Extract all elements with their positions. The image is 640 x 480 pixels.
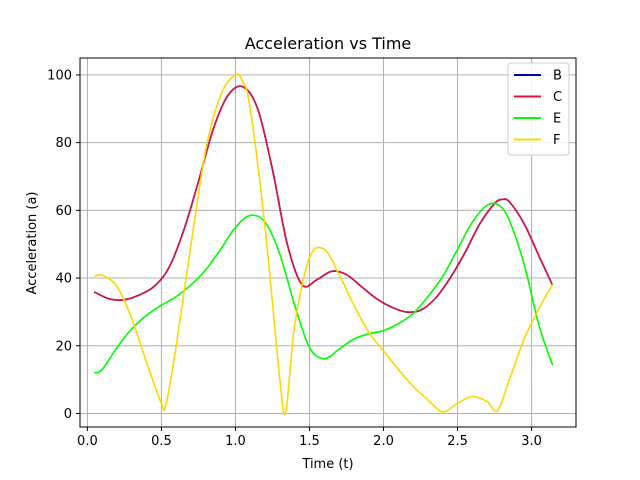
series-lines: [94, 73, 554, 416]
x-axis-label: Time (t): [301, 457, 353, 472]
series-line-f: [94, 73, 554, 416]
series-line-e: [94, 202, 554, 374]
y-axis-label: Acceleration (a): [25, 191, 40, 294]
series-line-c: [94, 85, 554, 314]
y-tick-label: 60: [55, 204, 72, 219]
x-axis-ticks: 0.0 0.5 1.0 1.5 2.0 2.5 3.0: [77, 427, 542, 449]
y-axis-ticks: 0 20 40 60 80 100: [47, 68, 80, 422]
legend-label-c: C: [553, 90, 562, 105]
x-tick-label: 0.0: [77, 434, 98, 449]
chart-title: Acceleration vs Time: [245, 34, 412, 53]
legend-label-e: E: [553, 112, 561, 127]
grid: [80, 58, 576, 427]
x-tick-label: 1.5: [299, 434, 320, 449]
x-tick-label: 2.5: [447, 434, 468, 449]
y-tick-label: 20: [55, 339, 72, 354]
legend-label-b: B: [553, 69, 562, 84]
y-tick-label: 100: [47, 68, 72, 83]
legend-label-f: F: [553, 133, 560, 148]
y-tick-label: 80: [55, 136, 72, 151]
plot-area-frame: [79, 57, 577, 428]
legend-box: [507, 62, 570, 156]
y-tick-label: 40: [55, 272, 72, 287]
x-tick-label: 3.0: [521, 434, 542, 449]
x-tick-label: 1.0: [225, 434, 246, 449]
x-tick-label: 2.0: [373, 434, 394, 449]
y-tick-label: 0: [64, 407, 72, 422]
x-tick-label: 0.5: [151, 434, 172, 449]
